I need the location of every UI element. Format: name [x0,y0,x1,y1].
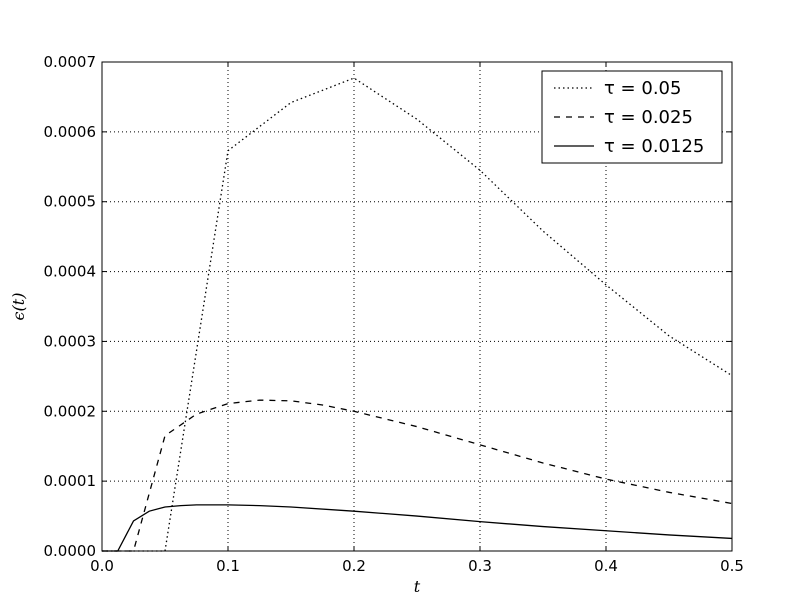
axis-ticks [101,61,733,552]
legend-label: τ = 0.025 [604,107,693,128]
y-tick-label: 0.0004 [44,263,97,281]
x-tick-label: 0.2 [342,557,366,575]
x-tick-label: 0.1 [216,557,240,575]
y-tick-label: 0.0003 [44,332,97,350]
y-tick-labels: 0.0000 0.0001 0.0002 0.0003 0.0004 0.0005 0.00… [44,53,97,560]
y-axis-label: ϵ(t) [9,293,28,321]
x-tick-labels: 0.0 0.1 0.2 0.3 0.4 0.5 [90,557,744,575]
y-tick-label: 0.0001 [44,472,97,490]
y-tick-label: 0.0007 [44,53,97,71]
legend-label: τ = 0.05 [604,78,681,99]
x-tick-label: 0.3 [468,557,492,575]
plot-frame [101,61,733,552]
x-tick-label: 0.0 [90,557,114,575]
legend: τ = 0.05 τ = 0.025 τ = 0.0125 [541,70,723,164]
x-tick-label: 0.5 [720,557,744,575]
x-axis-label: t [414,577,421,596]
series-line-solid [102,504,733,552]
series-lines [102,77,733,552]
y-tick-label: 0.0006 [44,123,97,141]
y-tick-label: 0.0000 [44,542,97,560]
x-tick-label: 0.4 [594,557,618,575]
y-tick-label: 0.0002 [44,402,97,420]
y-tick-label: 0.0005 [44,193,97,211]
legend-label: τ = 0.0125 [604,136,704,157]
series-line-dashed [102,399,733,552]
series-line-dotted [102,77,733,552]
